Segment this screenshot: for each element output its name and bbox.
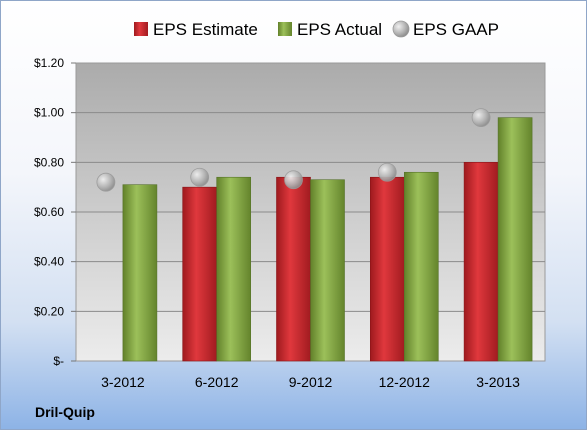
y-tick-label: $- (53, 354, 64, 368)
x-tick-label: 6-2012 (195, 374, 239, 390)
legend-label-eps-gaap: EPS GAAP (413, 20, 499, 39)
legend-label-eps-actual: EPS Actual (297, 20, 382, 39)
y-tick-label: $0.60 (34, 205, 64, 219)
legend: EPS Estimate EPS Actual EPS GAAP (134, 20, 499, 39)
legend-swatch-eps-actual (278, 22, 292, 36)
bar-eps-actual-3-2013 (497, 117, 533, 362)
legend-marker-eps-gaap (392, 20, 410, 38)
x-tick-label: 3-2013 (476, 374, 520, 390)
marker-eps-gaap-3-2013 (471, 108, 491, 128)
gaap-markers (96, 108, 491, 192)
bar-eps-estimate-3-2013 (463, 162, 499, 362)
company-name: Dril-Quip (35, 404, 95, 420)
marker-eps-gaap-9-2012 (284, 170, 303, 190)
bar-eps-estimate-6-2012 (182, 186, 217, 362)
bars (122, 117, 533, 362)
y-axis-ticks: $- $0.20 $0.40 $0.60 $0.80 $1.00 $1.20 (34, 56, 76, 368)
marker-eps-gaap-12-2012 (377, 162, 397, 182)
bar-eps-actual-12-2012 (403, 171, 439, 362)
x-tick-label: 9-2012 (289, 374, 333, 390)
x-axis-ticks: 3-2012 6-2012 9-2012 12-2012 3-2013 (101, 374, 520, 390)
bar-eps-estimate-9-2012 (276, 176, 311, 362)
marker-eps-gaap-3-2012 (96, 172, 116, 192)
y-tick-label: $1.00 (34, 106, 64, 120)
y-tick-label: $1.20 (34, 56, 64, 70)
bar-eps-actual-9-2012 (310, 179, 345, 362)
marker-eps-gaap-6-2012 (190, 167, 210, 187)
y-tick-label: $0.40 (34, 255, 64, 269)
x-tick-label: 3-2012 (101, 374, 145, 390)
x-tick-label: 12-2012 (379, 374, 431, 390)
bar-eps-actual-6-2012 (216, 176, 251, 362)
y-tick-label: $0.80 (34, 155, 64, 169)
bar-eps-estimate-12-2012 (369, 176, 405, 362)
bar-eps-actual-3-2012 (122, 184, 158, 362)
legend-swatch-eps-estimate (134, 22, 148, 36)
legend-label-eps-estimate: EPS Estimate (153, 20, 258, 39)
y-tick-label: $0.20 (34, 304, 64, 318)
